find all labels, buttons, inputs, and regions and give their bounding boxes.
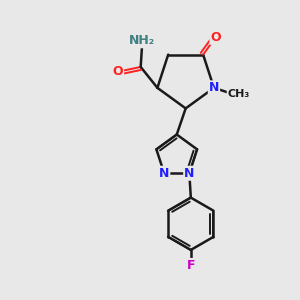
Text: O: O bbox=[112, 65, 123, 78]
Text: O: O bbox=[210, 31, 221, 44]
Text: N: N bbox=[209, 81, 219, 94]
Text: N: N bbox=[184, 167, 194, 180]
Text: F: F bbox=[187, 259, 195, 272]
Text: NH₂: NH₂ bbox=[129, 34, 155, 47]
Text: N: N bbox=[159, 167, 169, 180]
Text: CH₃: CH₃ bbox=[228, 89, 250, 100]
